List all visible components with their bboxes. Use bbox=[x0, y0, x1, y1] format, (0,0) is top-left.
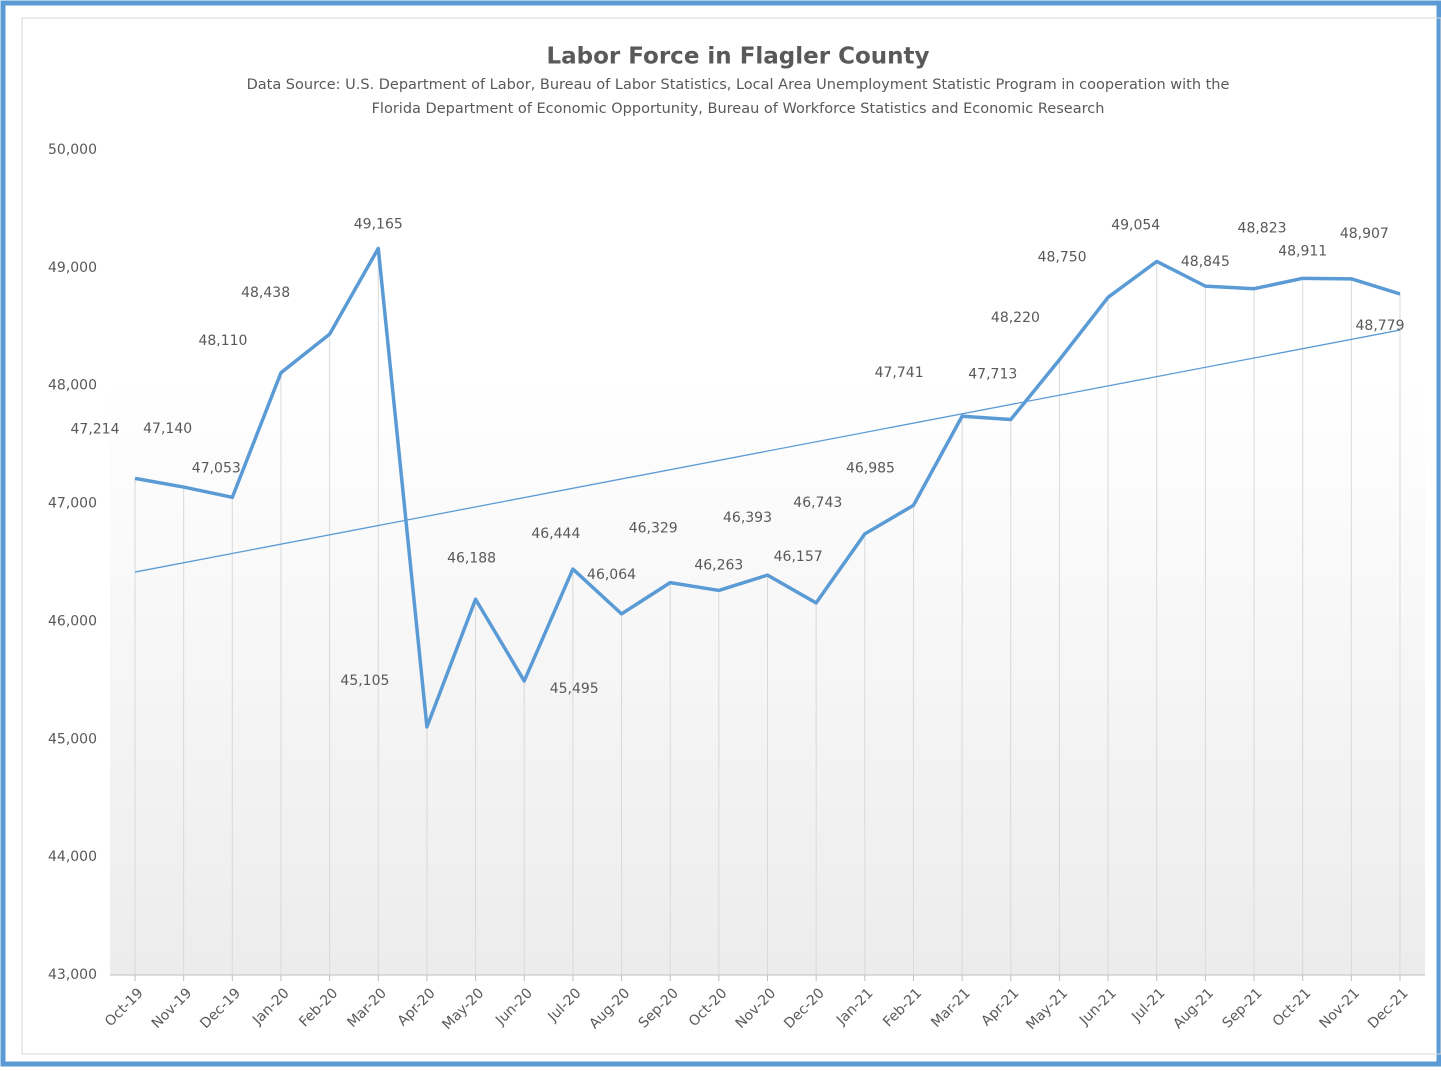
data-label: 46,064 bbox=[587, 567, 636, 583]
data-label: 47,053 bbox=[192, 460, 241, 476]
data-label: 48,220 bbox=[991, 310, 1040, 326]
y-tick-label: 43,000 bbox=[48, 967, 97, 983]
x-tick-label: Apr-20 bbox=[395, 985, 439, 1029]
data-label: 47,214 bbox=[71, 421, 120, 437]
x-tick-label: Oct-19 bbox=[102, 985, 147, 1030]
data-label: 46,263 bbox=[694, 557, 743, 573]
x-tick-label: Aug-20 bbox=[586, 985, 633, 1032]
x-tick-label: Nov-21 bbox=[1316, 985, 1363, 1032]
data-label: 47,713 bbox=[968, 367, 1017, 383]
x-tick-label: Aug-21 bbox=[1170, 985, 1217, 1032]
x-tick-label: Jun-20 bbox=[492, 985, 536, 1029]
x-tick-label: Jul-20 bbox=[544, 985, 584, 1025]
y-tick-label: 50,000 bbox=[48, 142, 97, 158]
x-tick-label: May-20 bbox=[439, 985, 487, 1033]
data-label: 48,845 bbox=[1181, 254, 1230, 270]
x-tick-label: Jan-21 bbox=[833, 985, 876, 1028]
y-tick-label: 45,000 bbox=[48, 731, 97, 747]
x-tick-label: Sep-21 bbox=[1220, 985, 1266, 1031]
data-label: 48,911 bbox=[1278, 243, 1327, 259]
chart-border bbox=[21, 17, 1441, 1055]
x-tick-label: Nov-20 bbox=[733, 985, 780, 1032]
x-tick-label: Mar-21 bbox=[928, 985, 974, 1031]
data-label: 45,495 bbox=[550, 681, 599, 697]
subtitle: Florida Department of Economic Opportuni… bbox=[372, 101, 1105, 117]
x-tick-label: Jun-21 bbox=[1076, 985, 1120, 1029]
x-tick-label: Oct-20 bbox=[686, 985, 731, 1030]
data-label: 48,823 bbox=[1238, 221, 1287, 237]
data-label: 46,329 bbox=[629, 521, 678, 537]
data-label: 46,985 bbox=[846, 460, 895, 476]
x-tick-label: Jan-20 bbox=[249, 985, 292, 1028]
x-tick-label: Nov-19 bbox=[149, 985, 196, 1032]
subtitle: Data Source: U.S. Department of Labor, B… bbox=[247, 77, 1230, 93]
data-label: 48,907 bbox=[1340, 226, 1389, 242]
y-tick-label: 49,000 bbox=[48, 260, 97, 276]
data-label: 47,741 bbox=[875, 365, 924, 381]
data-label: 48,779 bbox=[1356, 318, 1405, 334]
x-tick-label: Feb-20 bbox=[296, 985, 341, 1030]
y-tick-label: 48,000 bbox=[48, 378, 97, 394]
data-label: 46,393 bbox=[723, 510, 772, 526]
trendline bbox=[134, 329, 1401, 573]
y-tick-label: 46,000 bbox=[48, 613, 97, 629]
data-label: 48,438 bbox=[241, 285, 290, 301]
y-tick-label: 47,000 bbox=[48, 496, 97, 512]
y-tick-label: 44,000 bbox=[48, 849, 97, 865]
data-label: 47,140 bbox=[143, 421, 192, 437]
data-label: 49,165 bbox=[354, 216, 403, 232]
x-tick-label: May-21 bbox=[1023, 985, 1071, 1033]
x-tick-label: Jul-21 bbox=[1128, 985, 1168, 1025]
data-label: 49,054 bbox=[1111, 217, 1160, 233]
data-label: 46,157 bbox=[774, 549, 823, 565]
x-tick-label: Apr-21 bbox=[978, 985, 1022, 1029]
data-label: 48,110 bbox=[198, 333, 247, 349]
x-tick-label: Dec-20 bbox=[781, 985, 828, 1032]
data-label: 46,743 bbox=[793, 495, 842, 511]
x-tick-label: Oct-21 bbox=[1270, 985, 1315, 1030]
data-label: 46,188 bbox=[447, 550, 496, 566]
x-tick-label: Mar-20 bbox=[344, 985, 390, 1031]
data-label: 45,105 bbox=[340, 673, 389, 689]
chart-title: Labor Force in Flagler County bbox=[546, 44, 929, 70]
x-tick-label: Dec-21 bbox=[1365, 985, 1412, 1032]
x-tick-label: Dec-19 bbox=[197, 985, 244, 1032]
data-line bbox=[134, 246, 1401, 729]
x-tick-label: Sep-20 bbox=[636, 985, 682, 1031]
data-label: 48,750 bbox=[1038, 249, 1087, 265]
x-tick-label: Feb-21 bbox=[880, 985, 925, 1030]
data-label: 46,444 bbox=[531, 526, 580, 542]
